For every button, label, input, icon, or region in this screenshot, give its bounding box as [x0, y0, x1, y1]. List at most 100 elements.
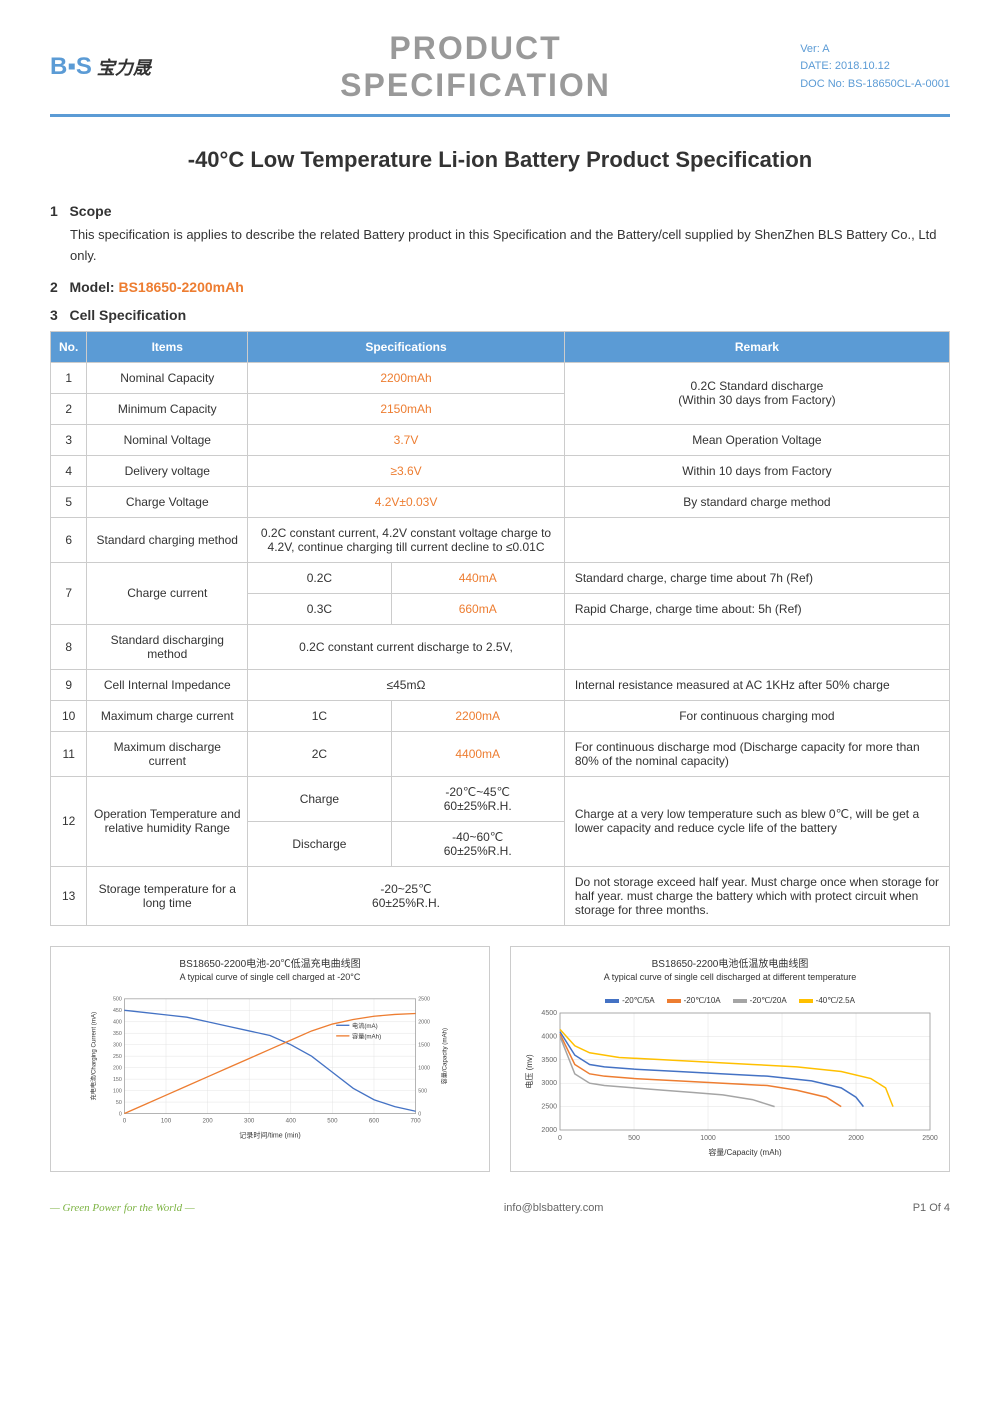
svg-text:100: 100	[161, 1117, 172, 1124]
svg-text:0: 0	[119, 1111, 122, 1117]
table-cell: Maximum charge current	[87, 700, 248, 731]
svg-text:2000: 2000	[848, 1135, 864, 1142]
svg-text:电压 (mv): 电压 (mv)	[524, 1054, 534, 1089]
header-title-line1: PRODUCT	[151, 30, 800, 67]
svg-text:400: 400	[286, 1117, 297, 1124]
chart-1: BS18650-2200电池-20℃低温充电曲线图 A typical curv…	[50, 946, 490, 1172]
table-cell: Charge	[248, 776, 391, 821]
table-cell: Discharge	[248, 821, 391, 866]
table-cell: For continuous charging mod	[564, 700, 949, 731]
table-cell: 6	[51, 517, 87, 562]
table-cell: 2200mA	[391, 700, 564, 731]
table-cell: Internal resistance measured at AC 1KHz …	[564, 669, 949, 700]
logo: B▪S 宝力晟	[50, 53, 151, 81]
page-footer: — Green Power for the World — info@blsba…	[50, 1202, 950, 1214]
table-cell: By standard charge method	[564, 486, 949, 517]
table-cell: 5	[51, 486, 87, 517]
table-cell: 10	[51, 700, 87, 731]
main-title: -40°C Low Temperature Li-ion Battery Pro…	[50, 147, 950, 173]
table-cell: Nominal Capacity	[87, 362, 248, 393]
table-cell: 3.7V	[248, 424, 565, 455]
table-row: 4Delivery voltage≥3.6VWithin 10 days fro…	[51, 455, 950, 486]
chart1-title-cn: BS18650-2200电池-20℃低温充电曲线图	[59, 955, 481, 970]
svg-text:450: 450	[113, 1008, 122, 1014]
svg-text:充电电流/Charging Current (mA): 充电电流/Charging Current (mA)	[89, 1011, 97, 1100]
legend-item: -20℃/5A	[605, 996, 655, 1005]
table-cell: -40~60℃60±25%R.H.	[391, 821, 564, 866]
svg-text:400: 400	[113, 1019, 122, 1025]
header-title-line2: SPECIFICATION	[151, 67, 800, 104]
table-cell: 12	[51, 776, 87, 866]
svg-text:150: 150	[113, 1076, 122, 1082]
svg-text:700: 700	[410, 1117, 421, 1124]
table-cell	[564, 624, 949, 669]
header-meta: Ver: A DATE: 2018.10.12 DOC No: BS-18650…	[800, 41, 950, 94]
table-cell: Mean Operation Voltage	[564, 424, 949, 455]
th-remark: Remark	[564, 331, 949, 362]
table-cell: ≤45mΩ	[248, 669, 565, 700]
table-row: 11Maximum discharge current2C4400mAFor c…	[51, 731, 950, 776]
page-header: B▪S 宝力晟 PRODUCT SPECIFICATION Ver: A DAT…	[50, 30, 950, 117]
section-cellspec: 3 Cell Specification No. Items Specifica…	[50, 307, 950, 926]
table-cell: 1	[51, 362, 87, 393]
svg-text:3000: 3000	[541, 1080, 557, 1087]
svg-text:200: 200	[202, 1117, 213, 1124]
table-cell: Within 10 days from Factory	[564, 455, 949, 486]
svg-text:0: 0	[418, 1111, 421, 1117]
footer-center: info@blsbattery.com	[504, 1202, 604, 1214]
chart2-title-cn: BS18650-2200电池低温放电曲线图	[519, 955, 941, 970]
svg-text:500: 500	[628, 1135, 640, 1142]
svg-text:500: 500	[327, 1117, 338, 1124]
table-cell: 9	[51, 669, 87, 700]
cellspec-heading: 3 Cell Specification	[50, 307, 950, 323]
table-row: 13Storage temperature for a long time-20…	[51, 866, 950, 925]
svg-text:250: 250	[113, 1054, 122, 1060]
legend-item: -20℃/20A	[733, 996, 787, 1005]
table-row: 7Charge current0.2C440mAStandard charge,…	[51, 562, 950, 593]
svg-text:200: 200	[113, 1065, 122, 1071]
charts-row: BS18650-2200电池-20℃低温充电曲线图 A typical curv…	[50, 946, 950, 1172]
table-row: 8Standard discharging method0.2C constan…	[51, 624, 950, 669]
svg-text:600: 600	[369, 1117, 380, 1124]
table-row: 9Cell Internal Impedance≤45mΩInternal re…	[51, 669, 950, 700]
svg-text:3500: 3500	[541, 1056, 557, 1063]
svg-text:2000: 2000	[418, 1019, 430, 1025]
table-cell: 3	[51, 424, 87, 455]
table-cell: Charge Voltage	[87, 486, 248, 517]
table-cell: Rapid Charge, charge time about: 5h (Ref…	[564, 593, 949, 624]
table-cell: Standard discharging method	[87, 624, 248, 669]
legend-item: -20℃/10A	[667, 996, 721, 1005]
scope-heading: 1 Scope	[50, 203, 950, 219]
footer-left: — Green Power for the World —	[50, 1202, 195, 1214]
table-cell: Minimum Capacity	[87, 393, 248, 424]
svg-text:容量(mAh): 容量(mAh)	[352, 1032, 381, 1040]
section-model: 2 Model: BS18650-2200mAh	[50, 279, 950, 295]
table-cell: Cell Internal Impedance	[87, 669, 248, 700]
svg-text:4000: 4000	[541, 1033, 557, 1040]
table-cell: Operation Temperature and relative humid…	[87, 776, 248, 866]
table-cell: 4	[51, 455, 87, 486]
table-cell: Storage temperature for a long time	[87, 866, 248, 925]
model-value: BS18650-2200mAh	[118, 279, 243, 295]
table-cell: 0.2C	[248, 562, 391, 593]
section-scope: 1 Scope This specification is applies to…	[50, 203, 950, 267]
table-cell: -20℃~45℃60±25%R.H.	[391, 776, 564, 821]
scope-text: This specification is applies to describ…	[70, 225, 950, 267]
svg-text:50: 50	[116, 1099, 122, 1105]
table-row: 3Nominal Voltage3.7VMean Operation Volta…	[51, 424, 950, 455]
logo-icon: B▪S	[50, 53, 92, 81]
chart2-title-en: A typical curve of single cell discharge…	[519, 972, 941, 982]
footer-right: P1 Of 4	[913, 1202, 950, 1214]
table-cell: 11	[51, 731, 87, 776]
header-title: PRODUCT SPECIFICATION	[151, 30, 800, 104]
table-cell: 4400mA	[391, 731, 564, 776]
th-no: No.	[51, 331, 87, 362]
legend-item: -40℃/2.5A	[799, 996, 855, 1005]
logo-text: 宝力晟	[97, 54, 151, 80]
th-specs: Specifications	[248, 331, 565, 362]
svg-text:1500: 1500	[418, 1042, 430, 1048]
table-cell: 4.2V±0.03V	[248, 486, 565, 517]
table-cell: 2150mAh	[248, 393, 565, 424]
table-cell: 0.2C constant current discharge to 2.5V,	[248, 624, 565, 669]
table-cell: Maximum discharge current	[87, 731, 248, 776]
